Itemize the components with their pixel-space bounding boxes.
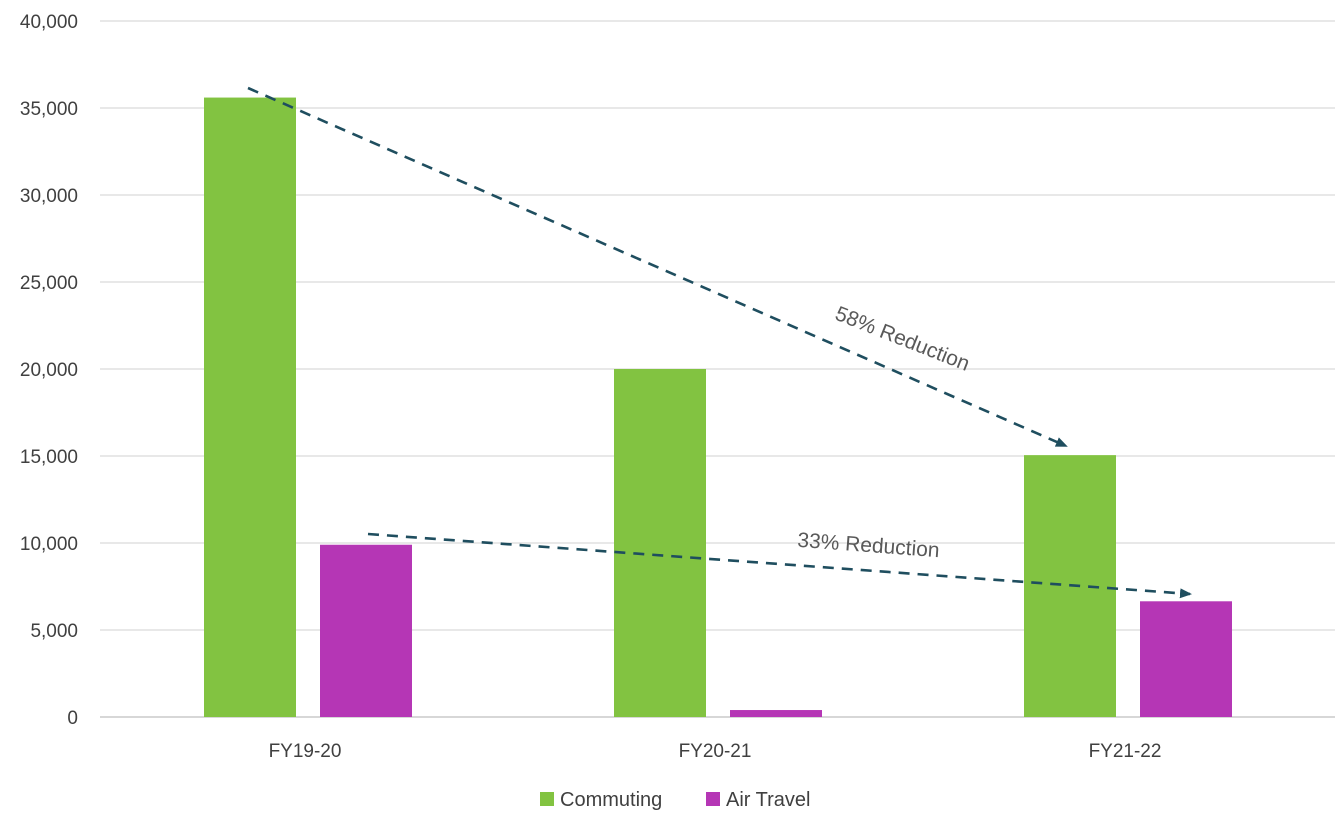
y-tick-label: 20,000 — [20, 360, 78, 381]
legend-label: Commuting — [560, 789, 662, 811]
y-tick-label: 10,000 — [20, 534, 78, 555]
y-tick-label: 0 — [67, 708, 78, 729]
x-tick-label: FY20-21 — [679, 741, 752, 762]
legend-label: Air Travel — [726, 789, 810, 811]
y-tick-label: 5,000 — [30, 621, 78, 642]
reduction-label: 58% Reduction — [832, 302, 973, 376]
y-tick-label: 25,000 — [20, 273, 78, 294]
y-tick-label: 30,000 — [20, 186, 78, 207]
reduction-label: 33% Reduction — [797, 529, 941, 562]
x-axis: FY19-20 FY20-21 FY21-22 — [269, 741, 1162, 762]
x-tick-label: FY21-22 — [1089, 741, 1162, 762]
bars — [204, 98, 1232, 717]
y-tick-label: 40,000 — [20, 12, 78, 33]
bar-air-travel — [320, 545, 412, 717]
x-tick-label: FY19-20 — [269, 741, 342, 762]
y-axis: 0 5,000 10,000 15,000 20,000 25,000 30,000 35,0… — [20, 12, 78, 729]
bar-air-travel — [1140, 601, 1232, 717]
legend: Commuting Air Travel — [540, 789, 810, 811]
legend-swatch — [540, 792, 554, 806]
bar-air-travel — [730, 710, 822, 717]
bar-commuting — [204, 98, 296, 717]
y-tick-label: 15,000 — [20, 447, 78, 468]
bar-commuting — [614, 369, 706, 717]
y-tick-label: 35,000 — [20, 99, 78, 120]
legend-swatch — [706, 792, 720, 806]
